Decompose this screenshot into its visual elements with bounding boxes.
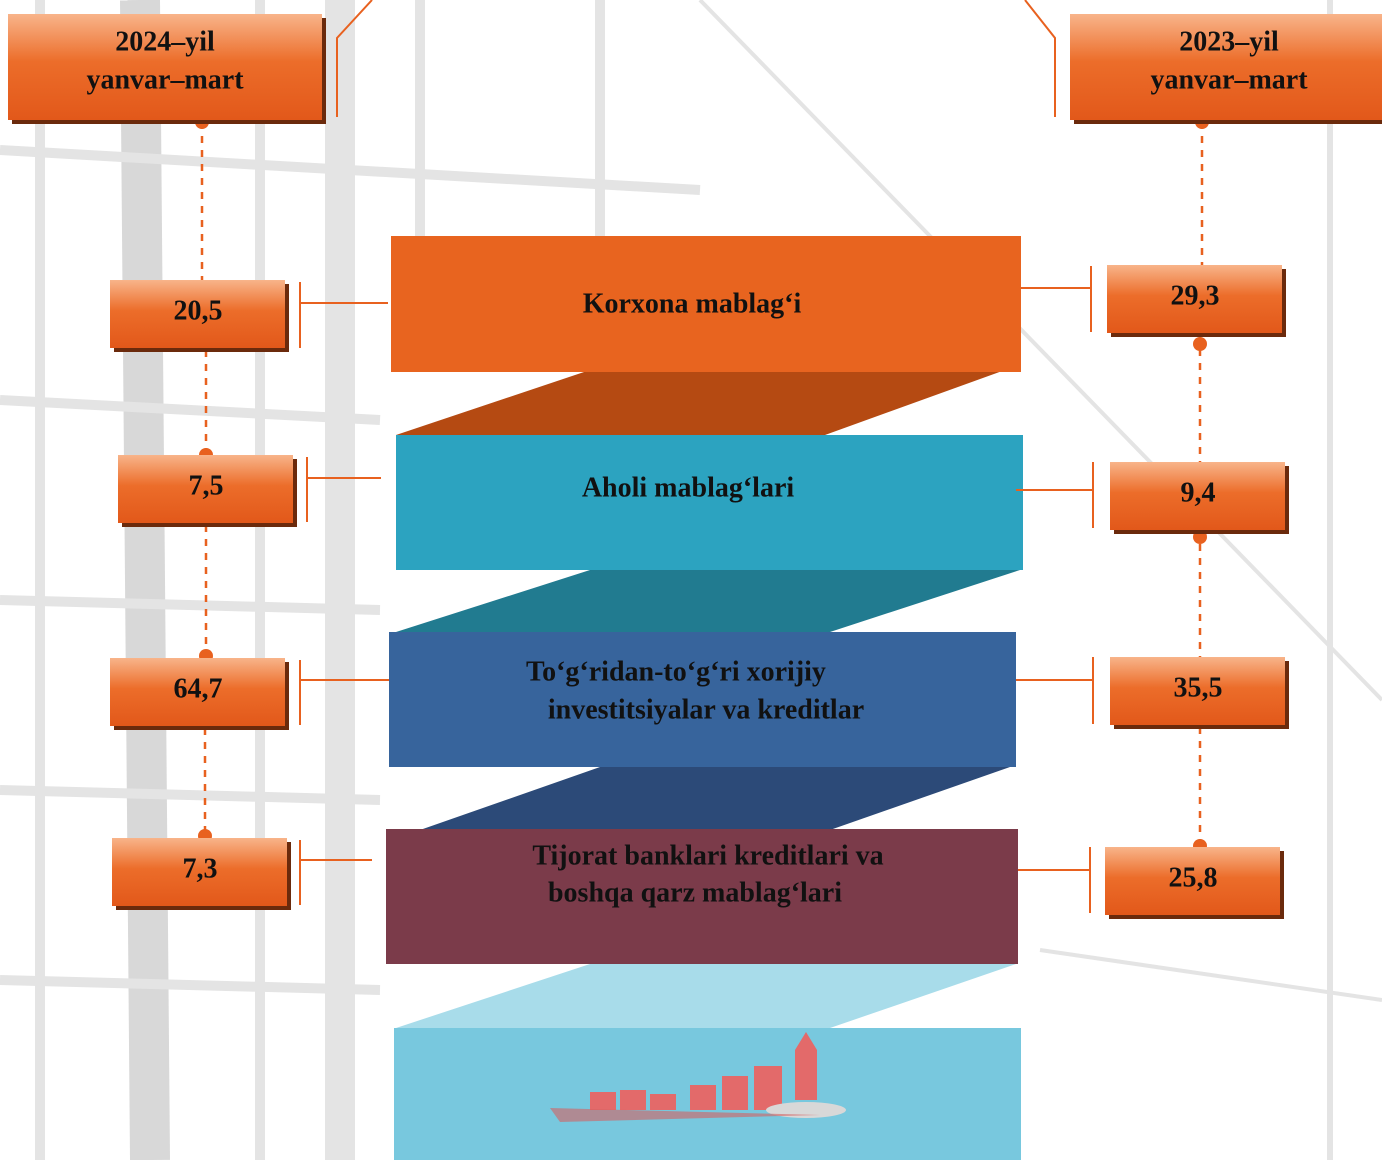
- value-label: 35,5: [1174, 672, 1223, 703]
- period-label: yanvar–mart: [1150, 64, 1308, 95]
- value-box: [110, 280, 285, 348]
- value-box: [112, 838, 287, 906]
- value-boxes: 20,5 7,5 64,7 7,3 29,3 9,4 35,5 25,8: [110, 265, 1289, 919]
- source-label: Aholi mablag‘lari: [582, 472, 795, 503]
- source-band: [396, 435, 1023, 570]
- value-box: [118, 455, 293, 523]
- source-label: investitsiyalar va kreditlar: [548, 694, 864, 725]
- value-box: [1107, 265, 1282, 333]
- value-box: [1110, 657, 1285, 725]
- value-label: 7,3: [183, 853, 218, 884]
- value-label: 7,5: [189, 470, 224, 501]
- value-label: 20,5: [174, 295, 223, 326]
- source-band: [386, 829, 1018, 964]
- source-band: [389, 632, 1016, 767]
- source-label: Tijorat banklari kreditlari va: [532, 840, 883, 871]
- value-box: [1110, 462, 1285, 530]
- source-label: To‘g‘ridan-to‘g‘ri xorijiy: [526, 656, 826, 687]
- source-band: [391, 236, 1021, 372]
- growth-illustration: [550, 1032, 846, 1122]
- period-label: 2023–yil: [1179, 26, 1279, 57]
- slab-connector: [396, 964, 1016, 1028]
- value-label: 64,7: [174, 673, 223, 704]
- period-label: yanvar–mart: [86, 64, 244, 95]
- value-box: [1105, 847, 1280, 915]
- value-label: 25,8: [1169, 862, 1218, 893]
- value-label: 29,3: [1171, 280, 1220, 311]
- source-label: boshqa qarz mablag‘lari: [548, 877, 842, 908]
- period-header: [1070, 14, 1382, 120]
- source-label: Korxona mablag‘i: [583, 288, 802, 319]
- period-label: 2024–yil: [115, 26, 215, 57]
- slab-connector: [420, 767, 1010, 830]
- slab-connector: [396, 370, 1005, 435]
- value-label: 9,4: [1181, 477, 1216, 508]
- connectors: [299, 0, 1094, 913]
- slab-connector: [396, 570, 1020, 632]
- period-header: [8, 14, 322, 120]
- value-box: [110, 658, 285, 726]
